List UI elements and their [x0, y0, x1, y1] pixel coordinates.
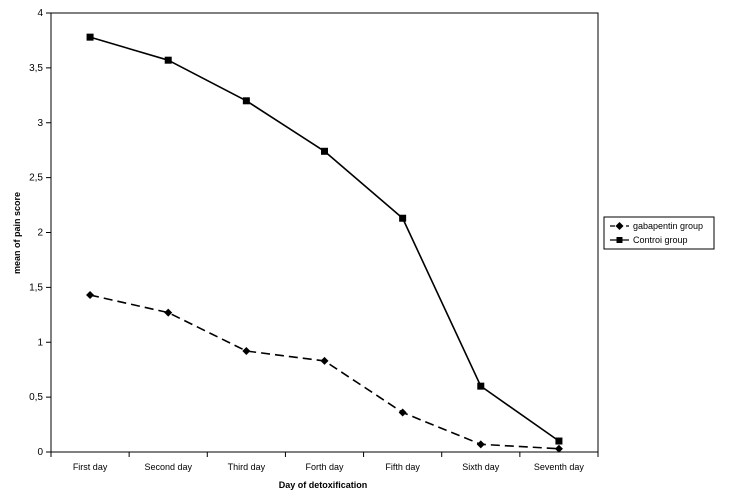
- legend-label-control: Controi group: [633, 235, 688, 245]
- data-point-controi-group: [164, 56, 172, 64]
- x-tick-label: Sixth day: [462, 462, 500, 472]
- series-layer: [86, 33, 563, 453]
- data-point-controi-group: [86, 33, 94, 41]
- data-point-controi-group: [321, 147, 328, 155]
- data-point-gabapentin-group: [86, 291, 95, 300]
- axes: 0 0,5 1 1,5 2 2,5 3 3,5 4 First day Second day Thir…: [29, 8, 599, 472]
- data-point-gabapentin-group: [164, 308, 173, 317]
- y-axis-title: mean of pain score: [12, 192, 22, 274]
- y-tick-label: 0,5: [29, 392, 43, 403]
- y-tick-label: 3: [37, 118, 43, 129]
- data-point-gabapentin-group: [476, 440, 485, 449]
- y-tick-label: 4: [37, 8, 43, 19]
- series-line-gabapentin-group: [89, 294, 559, 450]
- x-tick-label: Third day: [228, 462, 266, 472]
- x-tick-label: First day: [73, 462, 108, 472]
- data-point-controi-group: [555, 437, 563, 445]
- data-point-gabapentin-group: [242, 347, 251, 356]
- legend: gabapentin group Controi group: [603, 216, 715, 250]
- data-point-controi-group: [477, 382, 485, 390]
- data-point-gabapentin-group: [398, 408, 407, 417]
- legend-marker-control: [616, 237, 623, 243]
- plot-area-frame: [50, 12, 599, 453]
- x-tick-label: Seventh day: [534, 462, 585, 472]
- data-point-controi-group: [242, 97, 250, 105]
- data-point-gabapentin-group: [554, 444, 563, 453]
- data-point-controi-group: [399, 214, 407, 222]
- x-tick-label: Fifth day: [385, 462, 420, 472]
- x-tick-label: Forth day: [305, 462, 344, 472]
- legend-box: [603, 216, 715, 250]
- series-line-controi-group: [89, 36, 560, 442]
- y-tick-label: 1,5: [29, 282, 43, 293]
- x-axis-title: Day of detoxification: [279, 480, 368, 490]
- legend-label-gabapentin: gabapentin group: [633, 221, 703, 231]
- y-tick-label: 1: [37, 337, 43, 348]
- y-tick-label: 0: [37, 447, 43, 458]
- y-tick-label: 2: [37, 228, 43, 239]
- data-point-gabapentin-group: [320, 356, 329, 365]
- y-tick-label: 3,5: [29, 63, 43, 74]
- y-tick-label: 2,5: [29, 173, 43, 184]
- x-tick-label: Second day: [144, 462, 192, 472]
- legend-marker-gabapentin: [615, 222, 624, 230]
